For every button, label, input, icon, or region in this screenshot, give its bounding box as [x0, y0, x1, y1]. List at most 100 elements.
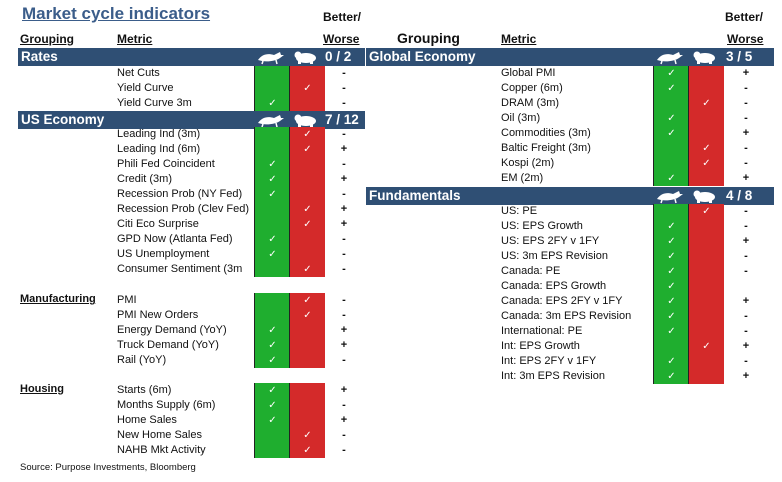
metric-label: GPD Now (Atlanta Fed)	[117, 233, 233, 245]
metric-label: Leading Ind (6m)	[117, 143, 201, 155]
bull-cell: ✓	[653, 324, 689, 339]
bull-cell	[254, 217, 290, 232]
table-row: Int: EPS 2FY v 1FY ✓ -	[0, 354, 782, 369]
metric-label: US: 3m EPS Revision	[501, 250, 608, 262]
bear-cell: ✓	[289, 443, 325, 458]
metric-label: Net Cuts	[117, 67, 160, 79]
metric-label: Yield Curve 3m	[117, 97, 192, 109]
table-row: Energy Demand (YoY) ✓ +	[0, 323, 782, 338]
metric-label: US: PE	[501, 205, 538, 217]
bull-cell: ✓	[653, 264, 689, 279]
trend-sign: -	[744, 265, 748, 277]
trend-sign: -	[744, 157, 748, 169]
bear-cell	[688, 309, 724, 324]
bull-cell: ✓	[254, 96, 290, 111]
bull-cell	[254, 262, 290, 277]
table-row: Consumer Sentiment (3m ✓ -	[0, 262, 782, 277]
bull-cell: ✓	[653, 294, 689, 309]
bear-cell: ✓	[289, 81, 325, 96]
metric-label: Copper (6m)	[501, 82, 563, 94]
table-row: Canada: PE ✓ -	[0, 264, 782, 279]
bull-cell	[653, 204, 689, 219]
metric-label: Yield Curve	[117, 82, 174, 94]
bear-cell	[688, 234, 724, 249]
metric-header-left: Metric	[117, 32, 153, 46]
table-row: Commodities (3m) ✓ +	[0, 126, 782, 141]
bull-cell: ✓	[254, 232, 290, 247]
grouping-header-left: Grouping	[20, 32, 74, 46]
table-row: Recession Prob (Clev Fed) ✓ +	[0, 202, 782, 217]
bull-icon	[653, 49, 687, 65]
bear-cell	[289, 96, 325, 111]
bull-cell: ✓	[653, 219, 689, 234]
bull-cell: ✓	[653, 126, 689, 141]
trend-sign: -	[744, 250, 748, 262]
bear-cell	[688, 126, 724, 141]
table-row: Rail (YoY) ✓ -	[0, 353, 782, 368]
metric-label: Canada: EPS Growth	[501, 280, 607, 292]
trend-sign: -	[342, 158, 346, 170]
bear-cell	[289, 187, 325, 202]
table-row: Oil (3m) ✓ -	[0, 111, 782, 126]
fundamentals-band-score: 4 / 8	[726, 188, 753, 203]
bear-cell: ✓	[289, 428, 325, 443]
bull-cell: ✓	[653, 171, 689, 186]
table-row: NAHB Mkt Activity ✓ -	[0, 443, 782, 458]
table-row: New Home Sales ✓ -	[0, 428, 782, 443]
grouping-header-right: Grouping	[397, 30, 460, 46]
metric-label: Canada: PE	[501, 265, 561, 277]
bull-cell: ✓	[653, 111, 689, 126]
us-economy-band: US Economy 7 / 12	[18, 111, 365, 129]
bear-cell	[688, 111, 724, 126]
bull-cell: ✓	[254, 353, 290, 368]
bear-cell	[688, 171, 724, 186]
table-row: Int: 3m EPS Revision ✓ +	[0, 369, 782, 384]
bull-cell: ✓	[653, 66, 689, 81]
bull-cell: ✓	[254, 157, 290, 172]
table-row: US: PE ✓ -	[0, 204, 782, 219]
bear-cell: ✓	[289, 202, 325, 217]
table-row: Canada: EPS 2FY v 1FY ✓ +	[0, 294, 782, 309]
better-worse-header-right-top: Better/	[725, 10, 764, 24]
trend-sign: -	[342, 399, 346, 411]
table-row: Home Sales ✓ +	[0, 413, 782, 428]
bear-cell	[688, 264, 724, 279]
metric-label: New Home Sales	[117, 429, 202, 441]
bear-cell	[688, 369, 724, 384]
table-row: Credit (3m) ✓ +	[0, 172, 782, 187]
metric-label: International: PE	[501, 325, 583, 337]
table-row: PMI New Orders ✓ -	[0, 308, 782, 323]
table-row: Copper (6m) ✓ -	[0, 81, 782, 96]
trend-sign: -	[342, 444, 346, 456]
metric-label: Citi Eco Surprise	[117, 218, 199, 230]
metric-label: PMI New Orders	[117, 309, 199, 321]
global-economy-band: Global Economy 3 / 5	[366, 48, 774, 66]
bear-cell	[688, 279, 724, 294]
metric-label: Canada: 3m EPS Revision	[501, 310, 632, 322]
trend-sign: +	[742, 67, 750, 79]
trend-sign: +	[742, 340, 750, 352]
bull-cell: ✓	[653, 354, 689, 369]
metric-label: Leading Ind (3m)	[117, 128, 201, 140]
bear-cell: ✓	[688, 141, 724, 156]
trend-sign: +	[340, 203, 348, 215]
bear-cell: ✓	[289, 262, 325, 277]
trend-sign: -	[744, 325, 748, 337]
bear-cell	[289, 338, 325, 353]
metric-label: Global PMI	[501, 67, 556, 79]
bull-cell: ✓	[254, 323, 290, 338]
metric-label: US Unemployment	[117, 248, 210, 260]
trend-sign: -	[744, 142, 748, 154]
table-row: US: EPS 2FY v 1FY ✓ +	[0, 234, 782, 249]
trend-sign: -	[342, 188, 346, 200]
trend-sign: +	[340, 339, 348, 351]
trend-sign: +	[340, 324, 348, 336]
bull-cell: ✓	[254, 172, 290, 187]
bull-cell	[254, 308, 290, 323]
trend-sign: -	[744, 112, 748, 124]
bear-icon	[289, 112, 323, 128]
bear-cell: ✓	[688, 204, 724, 219]
trend-sign: -	[744, 220, 748, 232]
metric-label: PMI	[117, 294, 137, 306]
trend-sign: +	[340, 218, 348, 230]
